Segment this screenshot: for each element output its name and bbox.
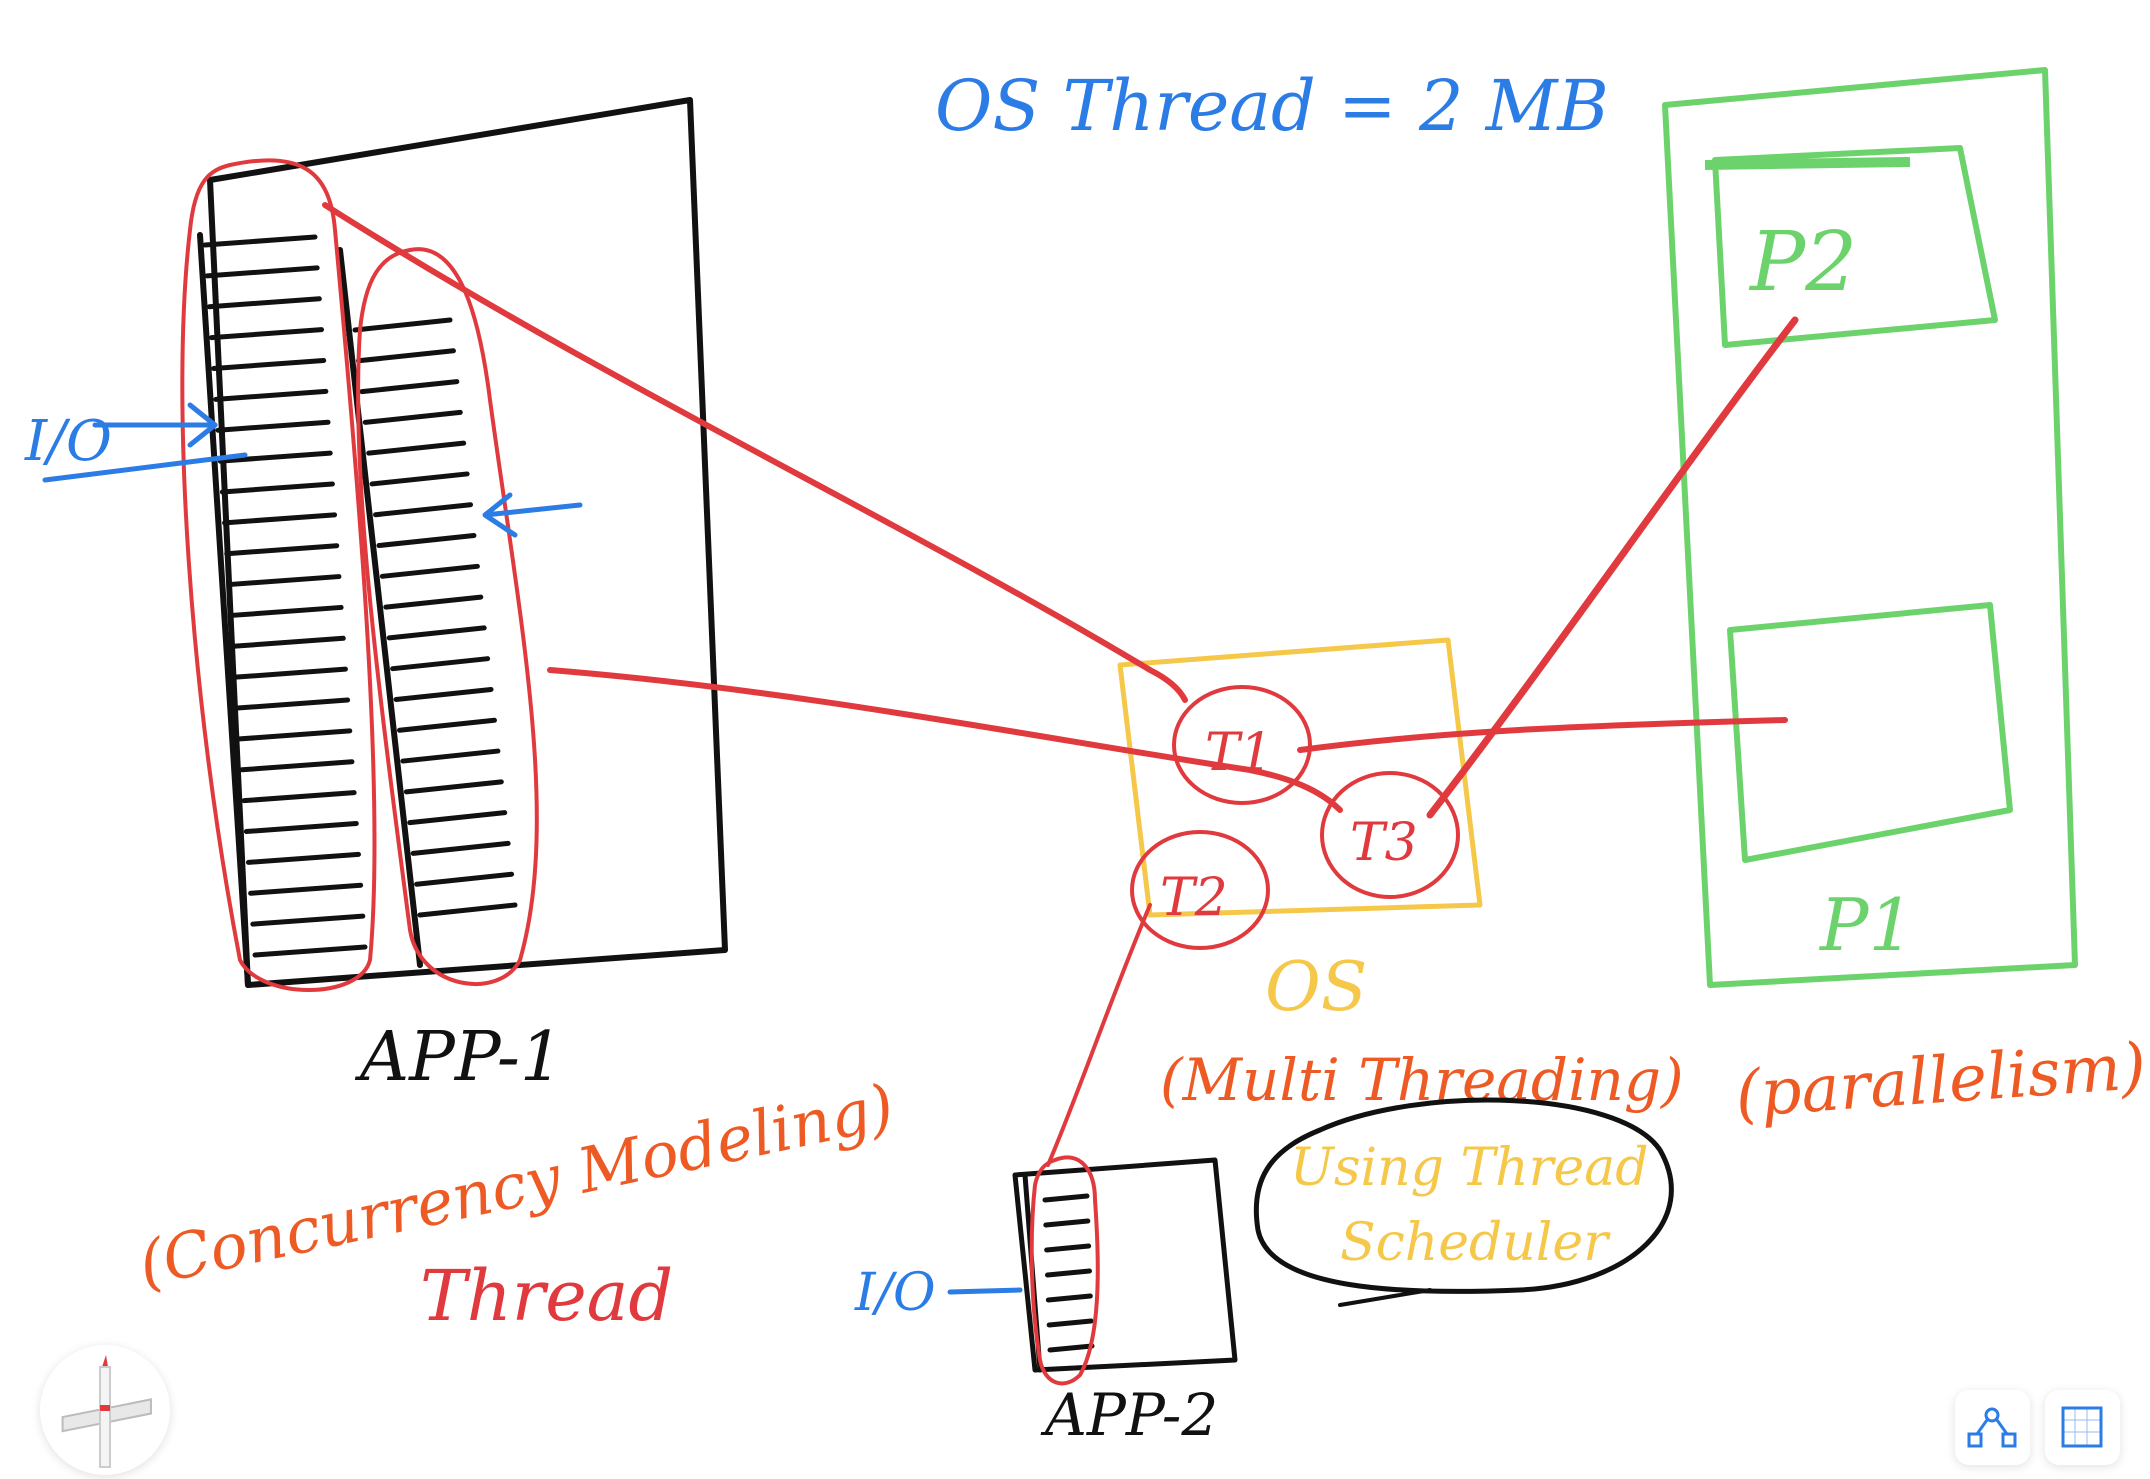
stack-frame-line	[228, 604, 344, 618]
scheduler-bubble: Using Thread Scheduler	[1253, 1097, 1674, 1307]
pencil-tool[interactable]	[40, 1345, 170, 1475]
stack-frame-line	[369, 471, 470, 487]
stack-frame-line	[383, 594, 484, 610]
core-p2: P2	[1704, 145, 1998, 348]
select-tool[interactable]	[2045, 1390, 2120, 1465]
stack-frame-line	[376, 533, 477, 549]
link-t2-to-app2	[1046, 903, 1152, 1167]
app2-io-label: I/O	[854, 1263, 936, 1323]
app1-thread-outline-left	[180, 158, 377, 992]
scheduler-line1: Using Thread	[1290, 1138, 1649, 1198]
stack-frame-line	[1042, 1193, 1090, 1203]
stack-frame-line	[1045, 1268, 1092, 1278]
stack-frame-line	[403, 779, 504, 795]
stack-frame-line	[1043, 1218, 1091, 1228]
stack-frame-line	[211, 357, 327, 371]
select-box-icon	[2061, 1406, 2103, 1448]
stack-frame-line	[232, 666, 348, 680]
stack-frame-line	[241, 790, 357, 804]
thread-t3: T3	[1320, 771, 1460, 899]
app1-caption-thread: Thread	[420, 1255, 673, 1337]
app1-left-stack	[202, 234, 368, 958]
shapes-icon	[1967, 1407, 2017, 1448]
app1-label: APP-1	[354, 1018, 563, 1097]
stack-frame-line	[355, 348, 456, 364]
stack-frame-line	[362, 409, 463, 425]
stack-frame-line	[213, 388, 329, 402]
link-app1-right-to-t3	[547, 667, 1343, 813]
stack-frame-line	[359, 379, 460, 395]
stack-frame-line	[366, 440, 467, 456]
stack-frame-line	[245, 851, 361, 865]
pencil-icon	[61, 1355, 152, 1468]
stack-frame-line	[209, 327, 325, 341]
scheduler-line2: Scheduler	[1340, 1213, 1611, 1273]
shapes-tool[interactable]	[1955, 1390, 2030, 1465]
stack-frame-line	[386, 625, 487, 641]
stack-frame-line	[217, 450, 333, 464]
stack-frame-line	[400, 748, 501, 764]
core-p1-label: P1	[1818, 883, 1914, 967]
app2-box	[1012, 1157, 1238, 1373]
stack-frame-line	[410, 840, 511, 856]
stack-frame-line	[393, 686, 494, 702]
core-p1: P1	[1727, 602, 2013, 967]
thread-t1: T1	[1172, 685, 1312, 805]
stack-frame-line	[414, 871, 515, 887]
stack-frame-line	[373, 502, 474, 518]
stack-frame-line	[1047, 1343, 1095, 1353]
app2-stack	[1042, 1193, 1095, 1353]
stack-frame-line	[202, 234, 318, 248]
stack-frame-line	[407, 810, 508, 826]
app2-thread-outline	[1029, 1155, 1100, 1386]
stack-frame-line	[235, 697, 351, 711]
link-app1-left-to-t1	[322, 202, 1188, 703]
os-box	[1117, 637, 1483, 918]
stack-frame-line	[379, 563, 480, 579]
app2-io-arrow	[947, 1287, 1023, 1295]
processors-caption: (parallelism)	[1733, 1030, 2148, 1132]
app1-right-stack	[352, 317, 518, 918]
stack-frame-line	[1046, 1318, 1094, 1328]
stack-frame-line	[1045, 1293, 1093, 1303]
stack-frame-line	[226, 574, 342, 588]
app1-thread-outline-right	[356, 247, 539, 986]
stack-frame-line	[248, 882, 364, 896]
heading-text: OS Thread = 2 MB	[935, 65, 1609, 147]
stack-frame-line	[243, 821, 359, 835]
stack-frame-line	[230, 635, 346, 649]
stack-frame-line	[206, 296, 322, 310]
cpu-box	[1662, 67, 2078, 988]
core-p2-label: P2	[1748, 215, 1857, 310]
app1-io-arrow	[42, 402, 248, 483]
stack-frame-line	[1044, 1243, 1092, 1253]
stack-frame-line	[222, 512, 338, 526]
stack-frame-line	[252, 944, 368, 958]
stack-frame-line	[352, 317, 453, 333]
stack-frame-line	[250, 913, 366, 927]
stack-frame-line	[204, 265, 320, 279]
app1-io-label: I/O	[24, 409, 112, 474]
stack-frame-line	[396, 717, 497, 733]
stack-frame-line	[215, 419, 331, 433]
link-t3-to-p2	[1426, 316, 1799, 819]
thread-t2: T2	[1130, 830, 1270, 950]
app1-return-arrow	[482, 492, 583, 538]
stack-frame-line	[239, 759, 355, 773]
stack-frame-line	[417, 902, 518, 918]
thread-t2-label: T2	[1160, 868, 1228, 928]
stack-frame-line	[219, 481, 335, 495]
stack-frame-line	[390, 656, 491, 672]
stack-frame-line	[237, 728, 353, 742]
link-t1-to-p1	[1297, 717, 1788, 753]
os-label: OS	[1265, 948, 1367, 1027]
app2-label: APP-2	[1040, 1381, 1218, 1449]
app1-box	[197, 97, 728, 988]
thread-t3-label: T3	[1350, 813, 1418, 873]
stack-frame-line	[224, 543, 340, 557]
